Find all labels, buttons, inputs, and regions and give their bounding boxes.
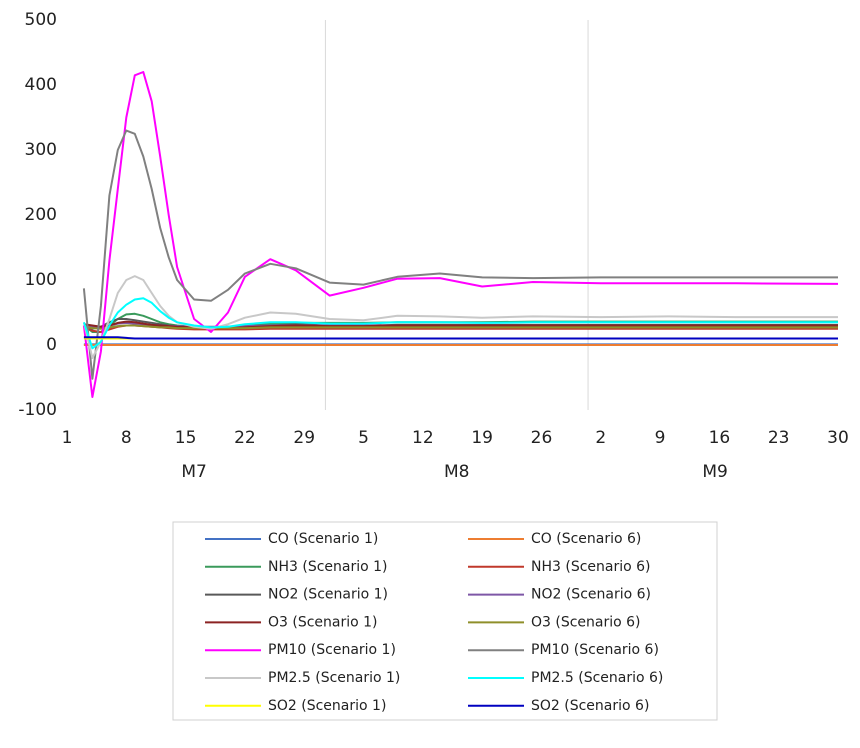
- x-tick-label: 12: [412, 428, 434, 448]
- legend-label: NH3 (Scenario 6): [531, 559, 651, 575]
- y-tick-label: 300: [25, 140, 57, 160]
- legend-label: SO2 (Scenario 1): [268, 698, 386, 714]
- x-tick-label: 2: [595, 428, 606, 448]
- group-label: M8: [444, 462, 469, 482]
- y-tick-label: 100: [25, 270, 57, 290]
- x-tick-label: 22: [234, 428, 256, 448]
- x-tick-label: 23: [768, 428, 790, 448]
- x-tick-label: 26: [531, 428, 553, 448]
- y-tick-label: 500: [25, 10, 57, 30]
- group-label: M9: [702, 462, 727, 482]
- legend-label: NO2 (Scenario 6): [531, 587, 651, 603]
- x-tick-label: 9: [655, 428, 666, 448]
- legend-label: NH3 (Scenario 1): [268, 559, 388, 575]
- legend-label: CO (Scenario 6): [531, 531, 641, 547]
- legend-box: [172, 521, 718, 721]
- x-tick-label: 19: [471, 428, 493, 448]
- legend-label: NO2 (Scenario 1): [268, 587, 388, 603]
- legend-label: O3 (Scenario 1): [268, 614, 378, 630]
- legend-label: SO2 (Scenario 6): [531, 698, 649, 714]
- legend-label: PM10 (Scenario 1): [268, 642, 396, 658]
- legend-label: PM2.5 (Scenario 6): [531, 670, 663, 686]
- x-tick-label: 1: [62, 428, 73, 448]
- series-line: [82, 71, 839, 398]
- series-line: [82, 129, 838, 380]
- series-line: [83, 336, 838, 340]
- y-tick-label: 400: [25, 75, 57, 95]
- x-tick-label: 8: [121, 428, 132, 448]
- legend-label: CO (Scenario 1): [268, 531, 378, 547]
- x-tick-label: 16: [709, 428, 731, 448]
- legend-label: O3 (Scenario 6): [531, 614, 641, 630]
- y-tick-label: -100: [18, 400, 57, 420]
- y-tick-label: 0: [46, 335, 57, 355]
- x-tick-label: 15: [175, 428, 197, 448]
- y-tick-label: 200: [25, 205, 57, 225]
- legend-label: PM10 (Scenario 6): [531, 642, 659, 658]
- legend-label: PM2.5 (Scenario 1): [268, 670, 400, 686]
- series-line: [82, 297, 838, 350]
- x-tick-label: 30: [827, 428, 849, 448]
- x-tick-label: 5: [358, 428, 369, 448]
- group-label: M7: [181, 462, 206, 482]
- x-tick-label: 29: [293, 428, 315, 448]
